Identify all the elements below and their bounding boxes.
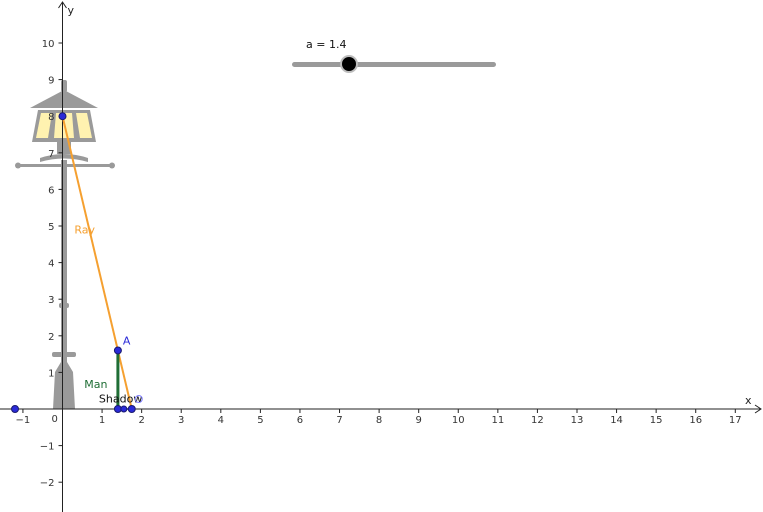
x-tick-label: 16	[689, 415, 702, 426]
y-axis-arrow	[58, 1, 67, 9]
x-tick-label: 9	[415, 415, 421, 426]
y-tick-label: 7	[48, 149, 54, 160]
x-tick-label: 7	[336, 415, 342, 426]
x-tick-label: 10	[452, 415, 465, 426]
x-tick-label: 1	[99, 415, 105, 426]
shadow-mid-point[interactable]	[120, 405, 128, 413]
y-tick-label: 3	[48, 295, 54, 306]
x-axis-point[interactable]	[11, 405, 20, 413]
x-tick-label: 15	[650, 415, 663, 426]
y-tick-label: −2	[40, 478, 55, 489]
hidden-point-marker[interactable]	[134, 395, 143, 403]
slider-knob[interactable]	[340, 55, 359, 73]
x-tick-label: −1	[16, 415, 31, 426]
y-tick-label: 5	[48, 222, 54, 233]
x-tick-label: 3	[178, 415, 184, 426]
x-tick-label: 6	[297, 415, 303, 426]
lamp-point[interactable]	[58, 112, 67, 121]
y-tick-label: −1	[40, 442, 55, 453]
shadow-end-point[interactable]	[127, 405, 136, 413]
ray-segment[interactable]	[61, 115, 133, 410]
x-tick-label: 17	[729, 415, 742, 426]
x-tick-label: 13	[571, 415, 584, 426]
x-tick-label: 11	[491, 415, 504, 426]
y-tick-label: 6	[48, 185, 54, 196]
slider-a[interactable]: a = 1.4	[290, 36, 500, 76]
y-tick-label: 10	[42, 39, 55, 50]
x-tick-label: 12	[531, 415, 544, 426]
y-tick-label: 4	[48, 259, 54, 270]
x-axis-arrow	[754, 404, 762, 414]
point-a-label: A	[123, 334, 131, 347]
x-tick-label: 14	[610, 415, 623, 426]
x-tick-label: 5	[257, 415, 263, 426]
man-label: Man	[84, 378, 107, 391]
y-tick-label: 9	[48, 76, 54, 87]
x-tick-label: 8	[376, 415, 382, 426]
y-tick-label: 8	[48, 112, 54, 123]
x-tick-label: 4	[218, 415, 224, 426]
x-axis-label: x	[745, 394, 752, 407]
point-a[interactable]	[113, 346, 122, 355]
y-axis-label: y	[68, 4, 75, 17]
slider-label: a = 1.4	[306, 38, 347, 51]
ray-label: Ray	[74, 223, 95, 236]
shadow-label: Shadow	[99, 392, 142, 405]
origin-label: 0	[52, 414, 58, 425]
x-tick-label: 2	[138, 415, 144, 426]
slider-track[interactable]	[292, 62, 496, 67]
y-tick-label: 2	[48, 332, 54, 343]
y-tick-label: 1	[48, 368, 54, 379]
